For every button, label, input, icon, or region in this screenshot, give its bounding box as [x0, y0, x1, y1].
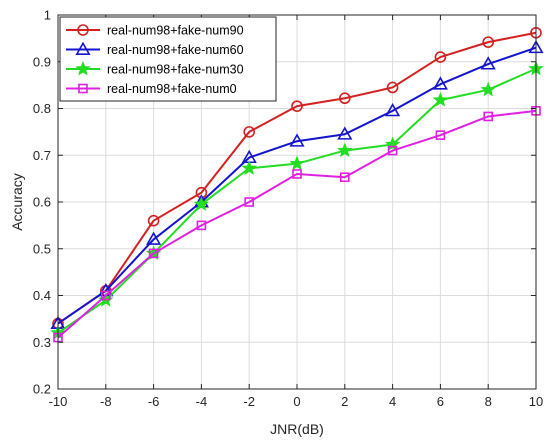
x-tick-label: 2: [341, 394, 348, 409]
series-square: [53, 106, 541, 343]
data-point-triangle: [385, 103, 401, 117]
data-point-square: [148, 248, 159, 259]
data-point-circle: [147, 214, 160, 227]
x-tick-label: 6: [437, 394, 444, 409]
legend-item: real-num98+fake-num30: [66, 60, 244, 77]
data-point-triangle: [432, 76, 448, 90]
y-tick-label: 0.4: [33, 288, 51, 303]
legend-label: real-num98+fake-num60: [107, 43, 244, 57]
data-point-circle: [338, 92, 351, 105]
legend-label: real-num98+fake-num30: [107, 63, 244, 77]
legend-marker-square: [78, 83, 88, 94]
legend-item: real-num98+fake-num0: [66, 82, 237, 96]
y-axis-label: Accuracy: [9, 173, 25, 231]
x-tick-label: -2: [243, 394, 255, 409]
data-point-circle: [291, 100, 303, 112]
data-point-triangle: [480, 56, 496, 70]
data-point-star: [193, 196, 210, 211]
data-point-circle: [243, 126, 255, 138]
y-tick-label: 0.5: [33, 241, 51, 256]
x-tick-label: -10: [49, 394, 68, 409]
y-tick-label: 1: [44, 8, 51, 23]
x-tick-label: -6: [148, 394, 160, 409]
y-tick-label: 0.9: [33, 54, 51, 69]
data-point-square: [101, 290, 111, 301]
data-point-circle: [482, 36, 495, 48]
legend-label: real-num98+fake-num90: [107, 24, 244, 38]
data-point-circle: [386, 81, 399, 94]
x-tick-label: 4: [389, 394, 396, 409]
data-point-star: [480, 81, 496, 97]
data-point-triangle: [146, 231, 162, 245]
legend-marker-circle: [77, 24, 89, 36]
legend-item: real-num98+fake-num90: [66, 24, 244, 38]
data-point-triangle: [337, 126, 353, 140]
y-tick-label: 0.2: [33, 382, 51, 397]
data-point-square: [435, 130, 446, 140]
x-tick-label: -4: [196, 394, 208, 409]
data-point-star: [432, 91, 449, 107]
series-group: [50, 26, 544, 343]
data-point-square: [196, 220, 207, 231]
x-tick-label: -8: [100, 394, 112, 409]
legend-item: real-num98+fake-num60: [66, 41, 244, 57]
data-point-square: [292, 169, 302, 179]
legend-marker-star: [75, 60, 91, 76]
data-point-circle: [434, 51, 447, 63]
y-tick-label: 0.6: [33, 195, 51, 210]
legend-marker-triangle: [75, 41, 91, 55]
data-point-square: [244, 197, 254, 207]
data-point-star: [241, 160, 257, 175]
data-point-square: [483, 111, 494, 122]
data-point-triangle: [289, 133, 305, 147]
data-point-square: [387, 145, 398, 156]
y-tick-label: 0.3: [33, 335, 51, 350]
data-point-star: [289, 155, 305, 171]
series-line: [57, 31, 537, 325]
x-axis-label: JNR(dB): [270, 421, 324, 437]
x-tick-label: 10: [529, 394, 543, 409]
legend: real-num98+fake-num90 real-num98+fake-num…: [59, 16, 277, 102]
y-tick-label: 0.8: [33, 101, 51, 116]
series-star: [50, 60, 544, 340]
series-line: [57, 46, 537, 325]
series-line: [57, 109, 537, 339]
axis-ticks: -10 -8 -6 -4 -2 0 2 4 6 8 10 0.2 0.3 0.4 0.5 0.6 0.7 0.8 0…: [33, 8, 543, 410]
y-tick-label: 0.7: [33, 148, 51, 163]
data-point-square: [339, 172, 350, 183]
data-point-star: [384, 136, 401, 152]
data-point-star: [337, 142, 353, 158]
x-tick-label: 8: [485, 394, 492, 409]
legend-label: real-num98+fake-num0: [107, 82, 237, 96]
x-tick-label: 0: [293, 394, 300, 409]
